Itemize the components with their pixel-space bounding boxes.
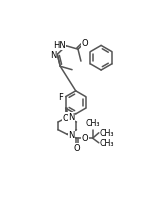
Text: O: O [74,144,81,153]
Text: O: O [81,39,88,48]
Text: F: F [59,93,63,102]
Text: N: N [50,50,56,60]
Text: CH₃: CH₃ [85,119,100,128]
Text: CH₃: CH₃ [100,139,114,147]
Text: O: O [82,133,88,142]
Text: HN: HN [53,41,65,50]
Text: CH₃: CH₃ [100,129,114,138]
Text: O: O [62,113,69,122]
Text: N: N [68,130,74,139]
Text: N: N [68,112,74,122]
